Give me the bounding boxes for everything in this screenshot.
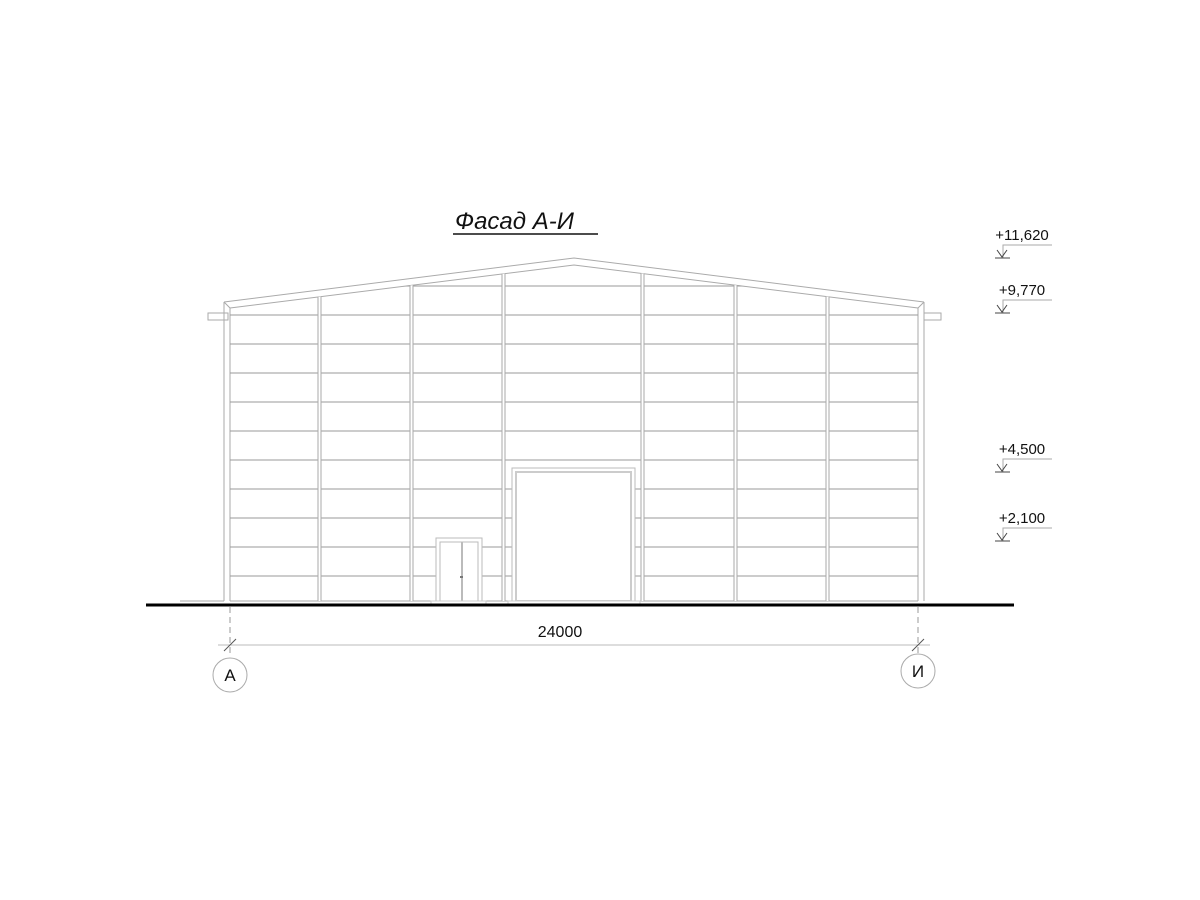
axis-i-marker <box>900 653 936 689</box>
door-handle-icon <box>460 576 463 578</box>
axis-i-label: И <box>912 662 924 681</box>
level-label: +11,620 <box>995 227 1049 244</box>
level-marker-icon <box>996 249 1008 258</box>
column <box>501 265 506 601</box>
level-leader <box>1002 527 1052 541</box>
axis-a-label: А <box>224 666 236 685</box>
level-leader <box>1002 244 1052 258</box>
roof <box>207 257 942 321</box>
entrance-door <box>435 537 483 603</box>
column <box>409 265 414 601</box>
column <box>317 265 322 601</box>
sectional-gate <box>511 467 636 603</box>
level-label: +4,500 <box>999 441 1045 458</box>
dimension-label: 24000 <box>538 624 583 641</box>
column <box>640 265 645 601</box>
level-label: +2,100 <box>999 510 1045 527</box>
right-eave-overhang <box>923 312 942 321</box>
level-leader <box>1002 299 1052 313</box>
level-marks: +11,620 +9,770 +4,500 +2,100 <box>995 227 1052 542</box>
columns <box>317 265 830 601</box>
left-eave-overhang <box>207 312 229 321</box>
level-label: +9,770 <box>999 282 1045 299</box>
axis-a-marker <box>212 657 248 693</box>
level-leader <box>1002 458 1052 472</box>
level-marker-icon <box>996 463 1008 472</box>
level-marker-icon <box>996 532 1008 541</box>
column <box>825 265 830 601</box>
level-marker-icon <box>996 304 1008 313</box>
drawing-title: Фасад А-И <box>455 208 575 235</box>
dimension-tick <box>223 638 237 652</box>
column <box>733 265 738 601</box>
dimension-tick <box>911 638 925 652</box>
